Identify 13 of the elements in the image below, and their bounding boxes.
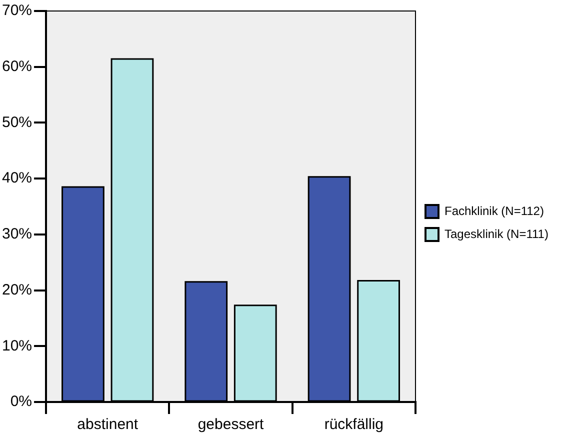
y-tick-label: 20% <box>2 281 32 298</box>
legend-label: Tagesklinik (N=111) <box>444 226 548 241</box>
y-tick-label: 70% <box>2 2 32 20</box>
x-tick-label: gebessert <box>198 416 265 434</box>
y-tick-label: 50% <box>2 114 32 131</box>
y-tick-label: 40% <box>2 170 32 187</box>
legend-label: Fachklinik (N=112) <box>444 204 544 218</box>
y-tick-label: 0% <box>10 393 32 410</box>
y-tick-label: 30% <box>2 226 32 243</box>
x-tick-label: rückfällig <box>324 416 384 434</box>
y-tick-label: 10% <box>2 337 32 354</box>
y-tick-label: 60% <box>2 58 32 75</box>
x-tick-label: abstinent <box>77 416 139 434</box>
